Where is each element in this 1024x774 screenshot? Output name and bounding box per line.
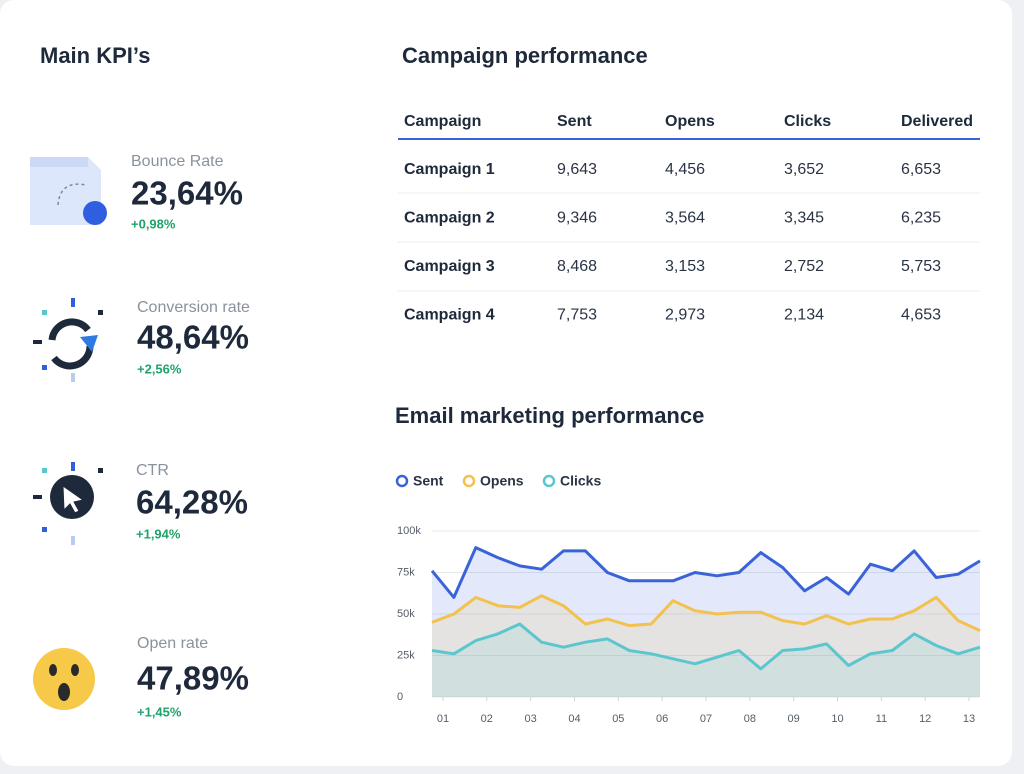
x-tick-label: 06: [656, 713, 668, 725]
table-cell: 5,753: [901, 258, 941, 275]
table-cell: Campaign 3: [404, 258, 495, 275]
x-tick-label: 01: [437, 713, 449, 725]
kpi-value: 64,28%: [136, 484, 248, 521]
kpi-change: +1,45%: [137, 704, 182, 719]
kpi-label: Conversion rate: [137, 299, 250, 316]
series-line: [431, 622, 981, 671]
series-line: [431, 594, 981, 632]
table-header: Clicks: [784, 113, 831, 130]
y-tick-label: 0: [397, 691, 403, 703]
table-cell: 4,653: [901, 307, 941, 324]
kpi-value: 47,89%: [137, 660, 249, 697]
y-tick-label: 50k: [397, 608, 415, 620]
x-tick-label: 13: [963, 713, 975, 725]
table-cell: 9,346: [557, 210, 597, 227]
table-cell: 2,752: [784, 258, 824, 275]
legend-marker: [395, 474, 409, 488]
table-cell: Campaign 2: [404, 210, 495, 227]
table-header: Campaign: [404, 113, 481, 130]
y-tick-label: 75k: [397, 566, 415, 578]
series-line: [430, 546, 981, 599]
table-cell: 4,456: [665, 161, 705, 178]
kpi-label: Bounce Rate: [131, 153, 224, 170]
x-tick-label: 09: [788, 713, 800, 725]
ctr-icon: [33, 462, 103, 545]
x-tick-label: 04: [568, 713, 580, 725]
legend-label: Sent: [413, 473, 444, 489]
kpi-label: Open rate: [137, 635, 208, 652]
table-cell: 9,643: [557, 161, 597, 178]
x-tick-label: 02: [481, 713, 493, 725]
kpi-change: +2,56%: [137, 361, 182, 376]
legend-marker: [462, 474, 476, 488]
table-cell: 8,468: [557, 258, 597, 275]
table-cell: 7,753: [557, 307, 597, 324]
table-cell: 2,973: [665, 307, 705, 324]
kpi-label: CTR: [136, 462, 169, 479]
kpi-value: 48,64%: [137, 319, 249, 356]
legend-label: Clicks: [560, 473, 601, 489]
table-cell: Campaign 4: [404, 307, 495, 324]
kpi-title: Main KPI’s: [40, 43, 150, 68]
legend-label: Opens: [480, 473, 524, 489]
conversion-icon: [33, 298, 103, 382]
x-tick-label: 12: [919, 713, 931, 725]
x-tick-label: 10: [831, 713, 843, 725]
y-tick-label: 25k: [397, 649, 415, 661]
bounce-icon: [30, 157, 107, 225]
x-tick-label: 08: [744, 713, 756, 725]
table-header: Sent: [557, 113, 592, 130]
series-area: [432, 595, 980, 697]
x-tick-label: 03: [525, 713, 537, 725]
kpi-value: 23,64%: [131, 175, 243, 212]
table-cell: 6,235: [901, 210, 941, 227]
chart-title: Email marketing performance: [395, 403, 704, 428]
x-tick-label: 11: [876, 713, 887, 725]
table-header: Delivered: [901, 113, 973, 130]
table-cell: 2,134: [784, 307, 824, 324]
open-rate-icon: [33, 648, 95, 710]
kpi-change: +1,94%: [136, 526, 181, 541]
table-cell: 3,652: [784, 161, 824, 178]
table-cell: 6,653: [901, 161, 941, 178]
x-tick-label: 07: [700, 713, 712, 725]
kpi-change: +0,98%: [131, 216, 176, 231]
legend-marker: [542, 474, 556, 488]
card: [0, 0, 1012, 766]
table-cell: 3,564: [665, 210, 705, 227]
table-title: Campaign performance: [402, 43, 648, 68]
table-cell: 3,153: [665, 258, 705, 275]
y-tick-label: 100k: [397, 525, 421, 537]
table-cell: Campaign 1: [404, 161, 495, 178]
table-cell: 3,345: [784, 210, 824, 227]
x-tick-label: 05: [612, 713, 624, 725]
table-header: Opens: [665, 113, 715, 130]
